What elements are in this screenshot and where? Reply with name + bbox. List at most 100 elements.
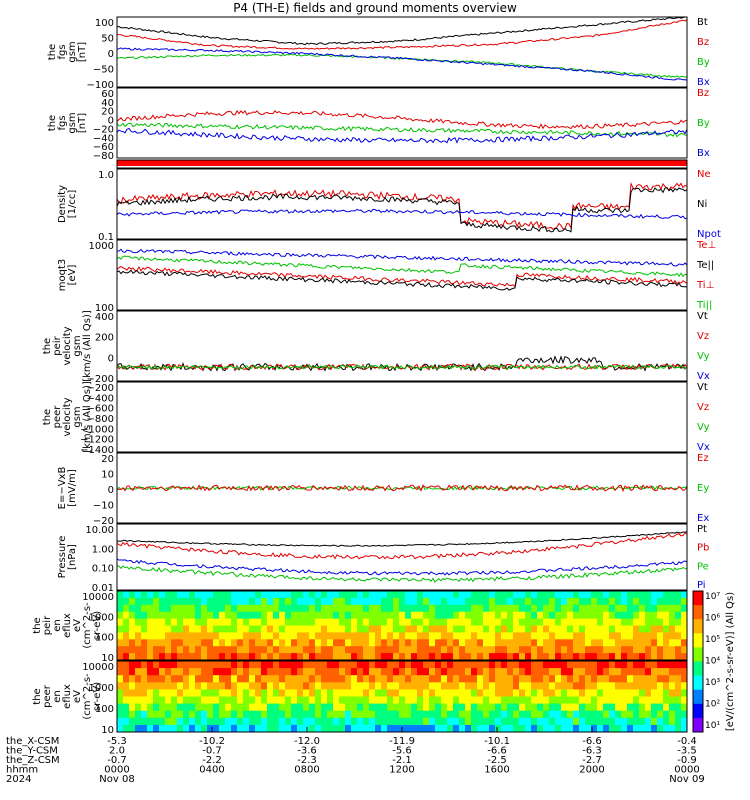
tick-label: −200 <box>87 374 114 385</box>
footer-row-label: the_X-CSM <box>6 736 59 747</box>
axis-label: the <box>47 115 58 131</box>
tick-label: 10 <box>101 470 114 481</box>
legend-Bx: Bx <box>697 148 710 159</box>
tick-label: 10 <box>101 725 114 736</box>
legend-Bz: Bz <box>697 88 709 99</box>
colorbar-tick: 10⁵ <box>705 635 720 645</box>
tick-label: 0 <box>108 353 114 364</box>
legend-Bz: Bz <box>697 37 709 48</box>
tick-label: 1000 <box>89 683 114 694</box>
colorbar-tick: 10² <box>705 700 720 710</box>
tick-label: 100 <box>95 18 114 29</box>
legend-Ey: Ey <box>697 483 709 494</box>
legend-Bx: Bx <box>697 77 710 88</box>
tick-label: 200 <box>95 333 114 344</box>
footer-value: 0400 <box>199 765 224 776</box>
colorbar-label: [eV/(cm^2-s-sr-eV)] (All Qs) <box>725 592 736 731</box>
pi-line <box>116 558 688 576</box>
tick-label: −600 <box>87 404 114 415</box>
panel-frame-6 <box>116 381 688 453</box>
tick-label: −100 <box>87 80 114 91</box>
footer-value: 1200 <box>389 765 414 776</box>
pt-line <box>116 530 688 547</box>
axis-label: eflux <box>62 613 73 638</box>
legend-Ni: Ni <box>697 199 707 210</box>
footer-value: 2000 <box>579 765 604 776</box>
axis-label: [1/cc] <box>67 190 78 219</box>
tick-label: −60 <box>93 142 114 153</box>
tick-label: 1.00 <box>92 544 114 555</box>
legend-Vz: Vz <box>697 331 709 342</box>
tick-label: 60 <box>101 89 114 100</box>
legend-Vt: Vt <box>697 311 708 322</box>
footer-value: -6.6 <box>582 736 602 747</box>
flag-bar <box>117 160 687 166</box>
tick-label: −80 <box>93 151 114 162</box>
legend-Pb: Pb <box>697 543 709 554</box>
axis-label: [mV/m] <box>67 469 78 507</box>
colorbar-segment <box>693 717 703 733</box>
legend-Ez: Ez <box>697 453 709 464</box>
axis-label: E=−VxB <box>57 467 68 510</box>
panel-frame-0 <box>116 16 688 88</box>
footer-value: -6.6 <box>487 746 507 757</box>
legend-Npot: Npot <box>697 229 721 240</box>
colorbar-segment <box>693 661 703 677</box>
bz-line <box>116 109 688 130</box>
footer-value: -2.2 <box>202 755 222 766</box>
footer-row-label: the_Z-CSM <box>6 755 60 766</box>
legend-By: By <box>697 118 710 129</box>
tick-label: 0 <box>108 485 114 496</box>
vy-line <box>116 364 688 370</box>
footer-value: -12.0 <box>294 736 320 747</box>
axis-label: velocity <box>62 397 73 436</box>
tick-label: 0 <box>108 116 114 127</box>
colorbar-segment <box>693 675 703 691</box>
footer-value: -2.3 <box>297 755 317 766</box>
tick-label: 10000 <box>82 662 114 673</box>
footer-row-label: the_Y-CSM <box>6 746 58 757</box>
colorbar-segment <box>693 633 703 648</box>
ez-line <box>116 484 688 493</box>
tick-label: 20 <box>101 454 114 465</box>
legend-Ex: Ex <box>697 513 709 524</box>
footer-value: 0000 <box>104 765 129 776</box>
axis-label: gsm <box>67 112 78 133</box>
axis-label: the <box>42 338 53 354</box>
bx-line <box>116 127 688 144</box>
tick-label: 20 <box>101 107 114 118</box>
tick-label: −50 <box>93 65 114 76</box>
legend-By: By <box>697 57 710 68</box>
axis-label: [km/s (All Qs)] <box>82 381 93 453</box>
axis-label: sr-eV) <box>92 611 103 640</box>
legend-Bt: Bt <box>697 17 708 28</box>
footer-row-label: hhmm <box>6 765 38 776</box>
axis-label: fgs <box>57 44 68 59</box>
legend-Vt: Vt <box>697 382 708 393</box>
electron-spectrogram <box>117 661 687 733</box>
axis-label: eV <box>72 690 83 703</box>
axis-label: [nT] <box>77 113 88 133</box>
footer-value: -10.1 <box>484 736 510 747</box>
panel-frame-1 <box>116 87 688 159</box>
tick-label: 10000 <box>82 592 114 603</box>
footer-row-label: 2024 <box>6 774 31 785</box>
panel-frame-7 <box>116 452 688 524</box>
footer-value: 1600 <box>484 765 509 776</box>
by-line <box>116 122 688 138</box>
tick-label: 10 <box>101 653 114 664</box>
footer-value: 0000 <box>674 765 699 776</box>
footer-value: -2.1 <box>392 755 412 766</box>
series-bx <box>116 47 688 81</box>
pe-line <box>116 565 688 583</box>
colorbar-segment <box>693 591 703 606</box>
axis-label: peer <box>42 684 53 708</box>
axis-label: the <box>42 409 53 425</box>
tick-label: 50 <box>101 34 114 45</box>
axis-label: Density <box>57 185 68 223</box>
plot-title: P4 (TH-E) fields and ground moments over… <box>233 1 517 15</box>
footer-value: -3.5 <box>677 746 697 757</box>
colorbar-segment <box>693 619 703 634</box>
axis-label: moqt3 <box>57 259 68 292</box>
tick-label: 1000 <box>89 612 114 623</box>
